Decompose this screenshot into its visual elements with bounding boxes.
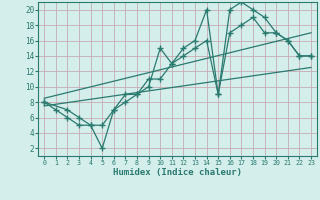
X-axis label: Humidex (Indice chaleur): Humidex (Indice chaleur) <box>113 168 242 177</box>
